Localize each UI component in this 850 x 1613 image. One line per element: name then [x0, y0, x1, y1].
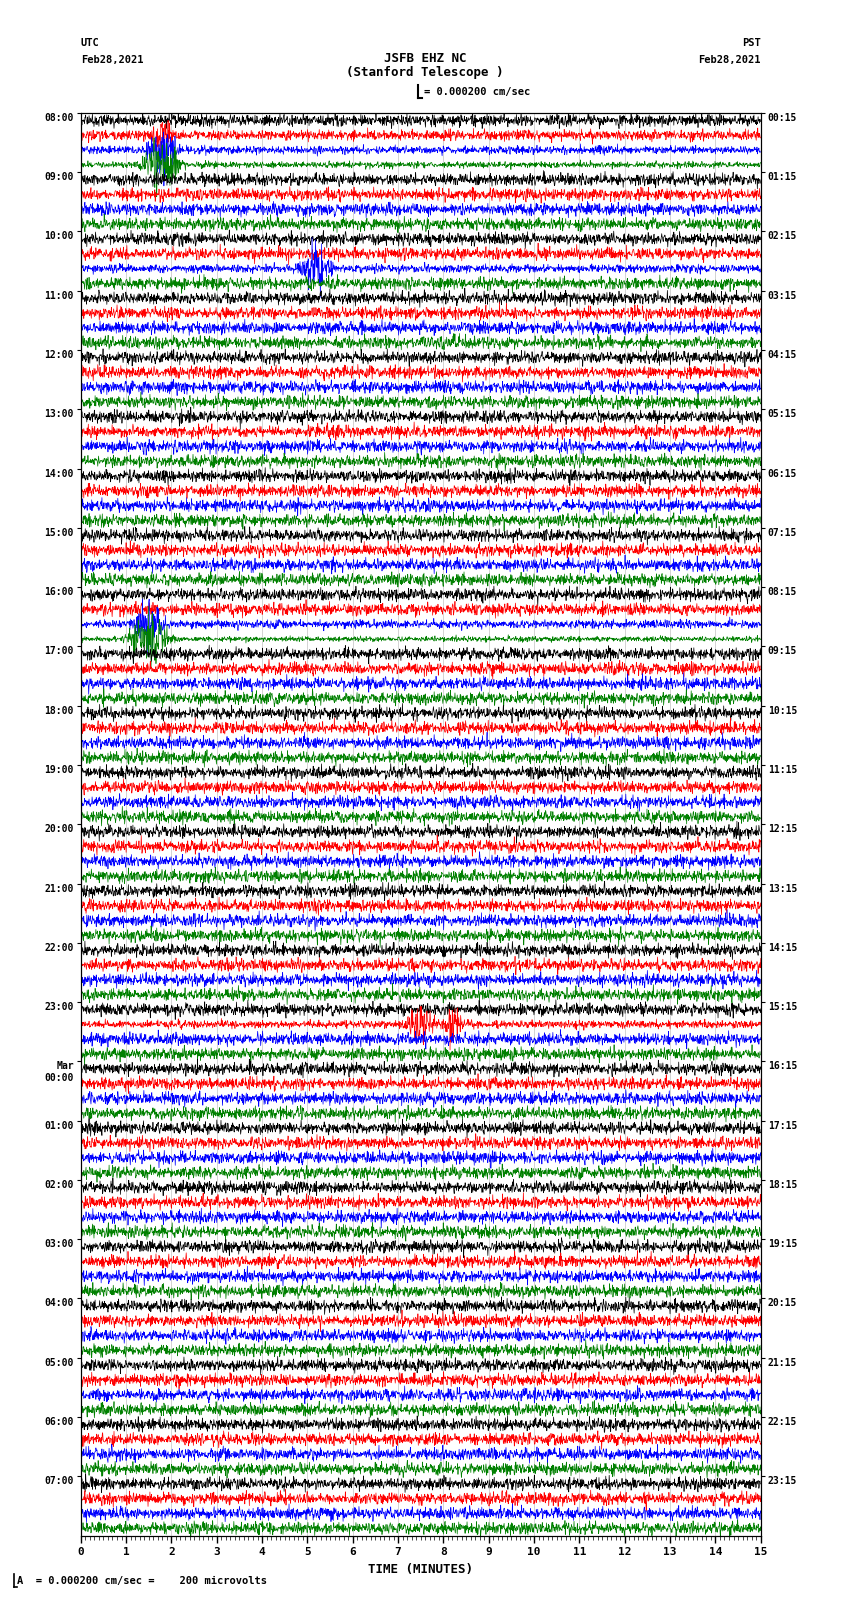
Text: = 0.000200 cm/sec: = 0.000200 cm/sec [424, 87, 530, 97]
Text: Feb28,2021: Feb28,2021 [81, 55, 144, 65]
Text: PST: PST [742, 39, 761, 48]
Text: (Stanford Telescope ): (Stanford Telescope ) [346, 66, 504, 79]
Text: A  = 0.000200 cm/sec =    200 microvolts: A = 0.000200 cm/sec = 200 microvolts [17, 1576, 267, 1586]
Text: UTC: UTC [81, 39, 99, 48]
Text: Feb28,2021: Feb28,2021 [698, 55, 761, 65]
Text: JSFB EHZ NC: JSFB EHZ NC [383, 52, 467, 65]
X-axis label: TIME (MINUTES): TIME (MINUTES) [368, 1563, 473, 1576]
